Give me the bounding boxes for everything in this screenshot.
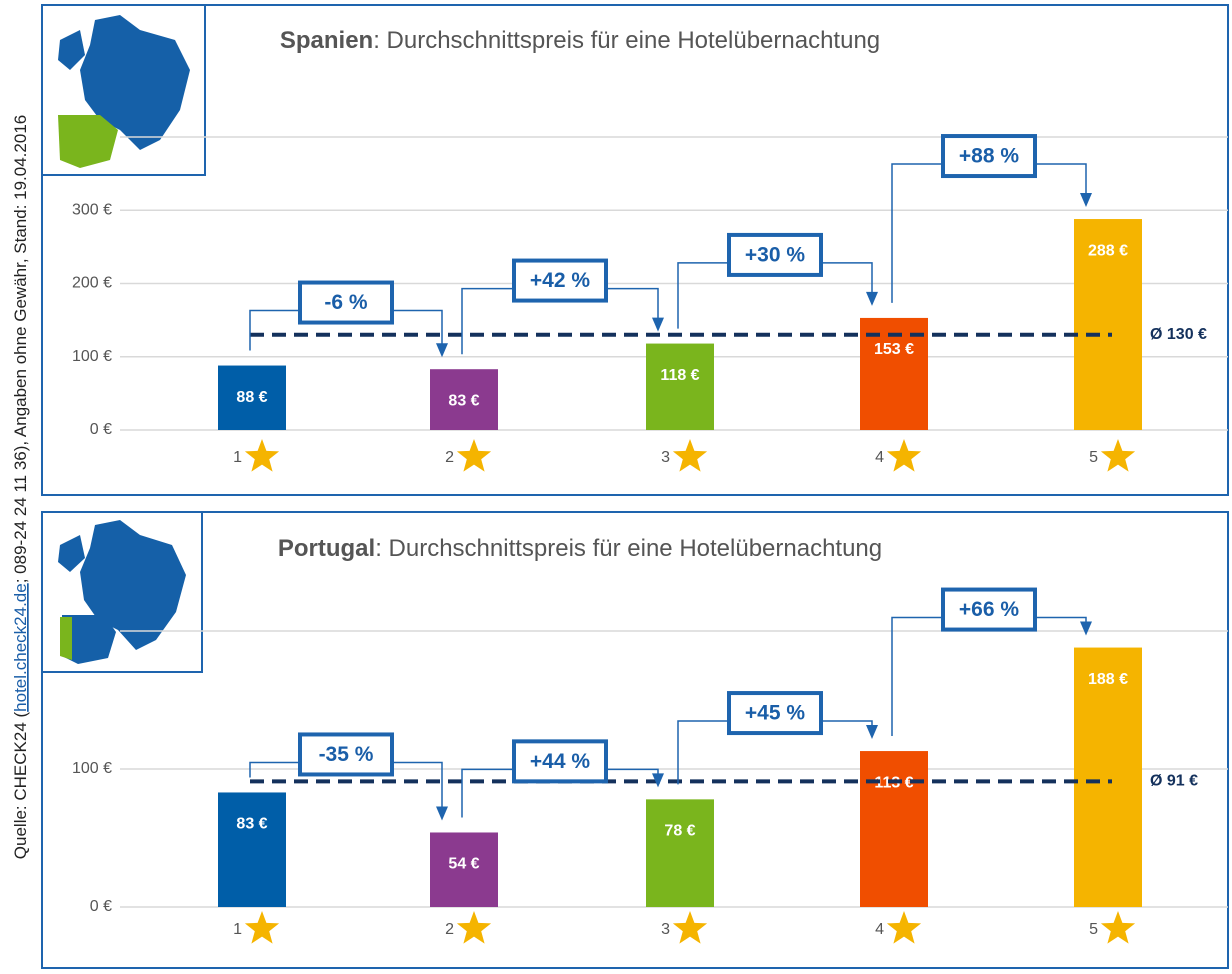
panel-frame (41, 511, 1229, 969)
star-icon (1100, 911, 1136, 944)
value-label: 83 € (448, 392, 479, 409)
map (41, 511, 203, 673)
change-box (298, 732, 394, 777)
arrow-head (866, 291, 878, 306)
y-tick-label: 0 € (90, 898, 112, 915)
arrow-head (652, 317, 664, 332)
change-label: +45 % (745, 702, 805, 725)
x-tick-label: 4 (875, 449, 884, 466)
value-label: 118 € (660, 367, 699, 384)
x-tick-label: 1 (233, 921, 242, 938)
value-label: 288 € (1088, 242, 1128, 259)
bar (860, 751, 928, 907)
star-icon (886, 439, 922, 472)
bar (1074, 219, 1142, 430)
arrow-head (1080, 621, 1092, 636)
change-box (298, 280, 394, 325)
change-label: -35 % (319, 743, 374, 766)
chart-title: Spanien: Durchschnittspreis für eine Hot… (280, 27, 880, 54)
average-label: Ø 130 € (1150, 326, 1207, 343)
connector (891, 616, 1087, 737)
arrow-head (866, 725, 878, 740)
star-icon (672, 911, 708, 944)
chart-title-bold: Spanien (280, 27, 373, 54)
arrow-head (652, 773, 664, 788)
chart-title-rest: : Durchschnittspreis für eine Hotelübern… (373, 27, 880, 54)
change-label: +42 % (530, 269, 590, 292)
change-box (727, 232, 823, 277)
bar (646, 799, 714, 907)
change-label: +30 % (745, 243, 805, 266)
chart-title-bold: Portugal (278, 535, 375, 562)
bar (646, 343, 714, 430)
change-label: -6 % (324, 291, 368, 314)
chart-title-rest: : Durchschnittspreis für eine Hotelübern… (375, 535, 882, 562)
connector (891, 163, 1087, 303)
y-tick-label: 300 € (72, 201, 112, 218)
y-tick-label: 0 € (90, 421, 112, 438)
y-tick-label: 200 € (72, 275, 112, 292)
change-box (512, 739, 608, 784)
star-icon (886, 911, 922, 944)
bar (430, 832, 498, 907)
star-icon (244, 439, 280, 472)
change-box (512, 258, 608, 303)
star-icon (456, 439, 492, 472)
arrow-head (436, 343, 448, 358)
bar (218, 792, 286, 907)
value-label: 88 € (236, 389, 267, 406)
value-label: 188 € (1088, 671, 1128, 688)
star-icon (672, 439, 708, 472)
star-icon (456, 911, 492, 944)
y-tick-label: 100 € (72, 760, 112, 777)
value-label: 153 € (874, 341, 914, 358)
arrow-head (436, 806, 448, 821)
change-box (941, 134, 1037, 179)
change-box (727, 691, 823, 736)
arrow-head (1080, 193, 1092, 208)
value-label: 78 € (664, 823, 695, 840)
star-icon (1100, 439, 1136, 472)
source-link[interactable]: hotel.check24.de (11, 583, 30, 712)
x-tick-label: 4 (875, 921, 884, 938)
source-text: ; 089-24 24 11 36), Angaben ohne Gewähr,… (11, 115, 30, 584)
y-tick-label: 100 € (72, 348, 112, 365)
change-label: +88 % (959, 145, 1019, 168)
bar (1074, 647, 1142, 907)
bar (430, 369, 498, 430)
panel-frame (41, 4, 1229, 496)
value-label: 83 € (236, 816, 267, 833)
source-text: Quelle: CHECK24 ( (11, 711, 30, 859)
map (41, 4, 206, 176)
x-tick-label: 1 (233, 449, 242, 466)
change-label: +66 % (959, 598, 1019, 621)
bar (218, 365, 286, 430)
x-tick-label: 3 (661, 921, 670, 938)
x-tick-label: 5 (1089, 921, 1098, 938)
x-tick-label: 2 (445, 921, 454, 938)
x-tick-label: 2 (445, 449, 454, 466)
star-icon (244, 911, 280, 944)
average-label: Ø 91 € (1150, 773, 1198, 790)
value-label: 54 € (448, 856, 479, 873)
x-tick-label: 5 (1089, 449, 1098, 466)
change-box (941, 587, 1037, 632)
chart-title: Portugal: Durchschnittspreis für eine Ho… (278, 535, 882, 562)
x-tick-label: 3 (661, 449, 670, 466)
source: Quelle: CHECK24 (hotel.check24.de; 089-2… (11, 115, 30, 859)
change-label: +44 % (530, 750, 590, 773)
